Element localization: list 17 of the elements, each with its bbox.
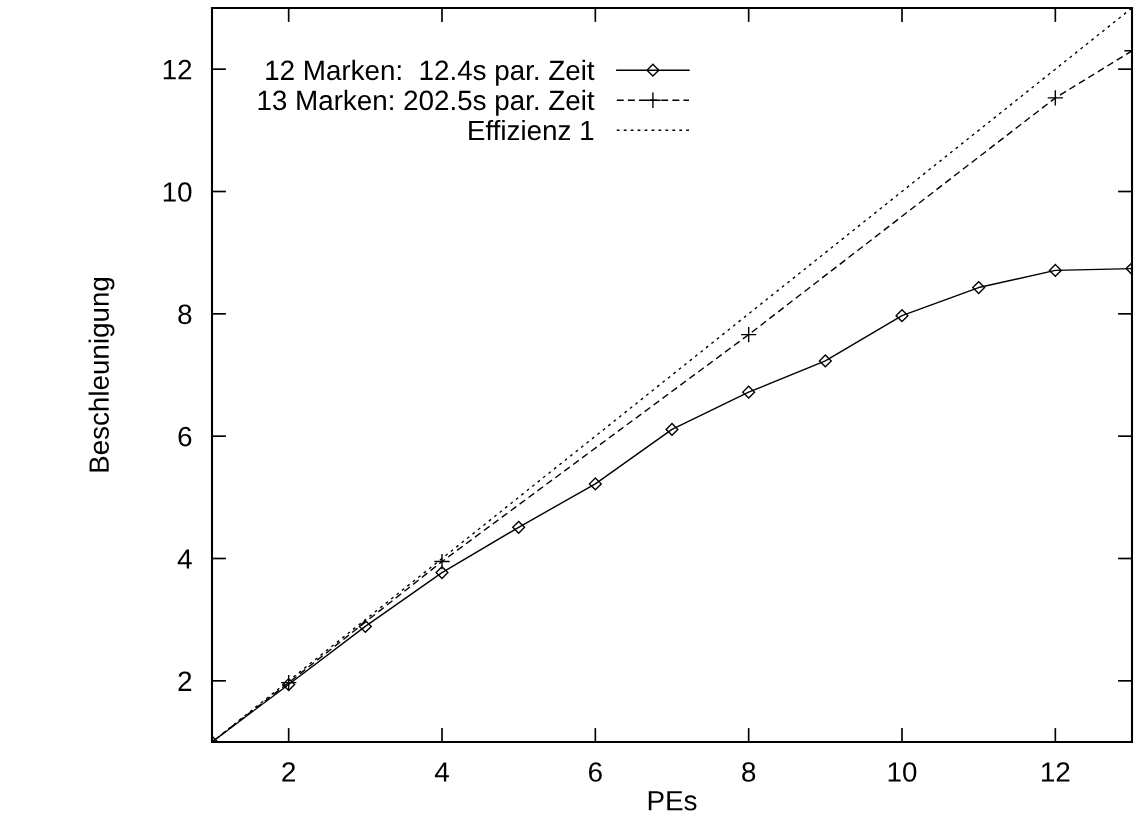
legend-label: 13 Marken: 202.5s par. Zeit [258,89,595,116]
x-tick-label: 2 [282,762,295,782]
x-tick-label: 12 [1042,762,1070,782]
x-tick-label: 4 [434,762,449,782]
legend-label: 12 Marken: 12.4s par. Zeit [266,59,595,86]
x-tick-label: 6 [589,762,602,782]
y-tick-label: 4 [177,549,192,569]
y-axis-title: Beschleunigung [88,277,115,472]
y-tick-label: 12 [163,59,192,80]
y-tick-label: 8 [178,304,192,325]
y-tick-label: 10 [163,182,192,202]
x-tick-label: 8 [742,762,756,782]
x-tick-label: 10 [888,762,917,782]
legend-label: Effizienz 1 [469,119,594,141]
y-tick-label: 6 [178,426,192,447]
y-tick-label: 2 [178,671,192,691]
x-axis-title: PEs [648,791,697,811]
